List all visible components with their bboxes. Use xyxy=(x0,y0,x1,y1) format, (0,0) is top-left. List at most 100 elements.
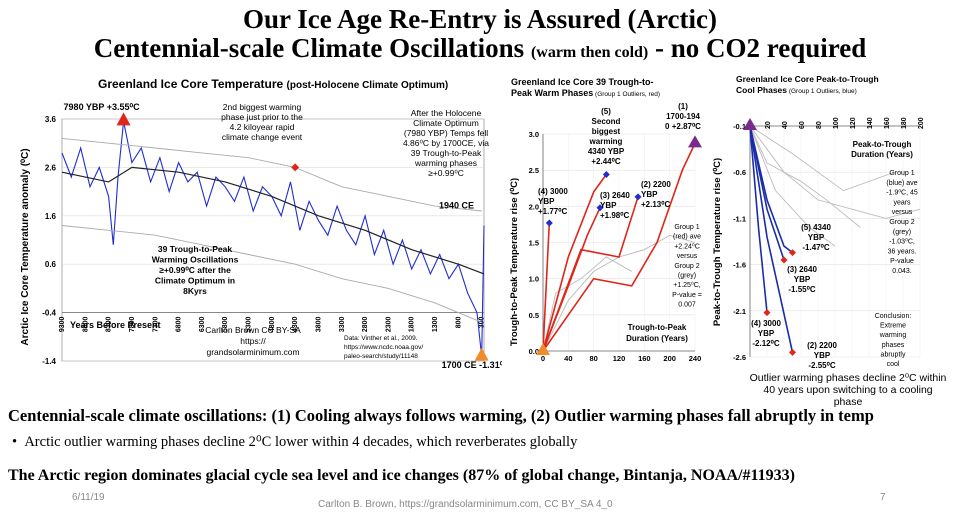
title-line-1: Our Ice Age Re-Entry is Assured (Arctic) xyxy=(243,4,717,34)
chart2-xtick: 40 xyxy=(564,354,572,363)
chart2-marker-peak-triangle xyxy=(688,135,702,148)
chart1-marker-triangle xyxy=(474,347,489,361)
caption-arctic: The Arctic region dominates glacial cycl… xyxy=(8,467,795,484)
chart3-marker-4340 xyxy=(789,249,796,257)
chart1-xtick: 7300 xyxy=(152,316,159,332)
bullet-point: • Arctic outlier warming phases decline … xyxy=(12,434,577,451)
chart2-series-4340-ybp xyxy=(542,174,607,352)
chart1-background xyxy=(10,72,502,377)
chart2-annotation-3: (3) 2640 YBP +1.98⁰C xyxy=(600,191,630,220)
chart1-ytick: 0.6 xyxy=(45,260,57,269)
chart2-series-1700-1940 xyxy=(542,143,696,352)
bullet-text: Arctic outlier warming phases decline 2⁰… xyxy=(24,434,578,450)
chart1-ytick: 3.6 xyxy=(45,115,57,124)
chart3-series-2200-ybp xyxy=(749,125,794,353)
chart3-ytick: -1.1 xyxy=(733,214,746,223)
chart3-duration-label: Peak-to-Trough Duration (Years) xyxy=(851,140,913,159)
chart2-title: Greenland Ice Core 39 Trough-to-Peak War… xyxy=(511,77,660,98)
chart2-series-3000-ybp xyxy=(542,222,551,352)
outlier-note-line-1: Outlier warming phases decline 2⁰C withi… xyxy=(749,372,947,384)
chart3-ylabel: Peak-to-Trough Temperature rise (⁰C) xyxy=(712,158,723,326)
chart2-xlabel: Trough-to-Peak Duration (Years) xyxy=(626,323,688,343)
chart1-xtick: 2300 xyxy=(385,316,392,332)
chart1-trough-label: 1700 CE -1.31⁰C xyxy=(442,360,502,370)
chart2-series-2640-ybp xyxy=(542,207,601,352)
chart3-marker-2200 xyxy=(789,348,796,356)
chart3-series-grey-extra xyxy=(749,125,895,192)
chart1-xtick: 6300 xyxy=(199,316,206,332)
chart3-title: Greenland Ice Core Peak-to-Trough Cool Ph… xyxy=(736,74,879,95)
chart1-series-trend xyxy=(61,166,485,275)
chart1-data-source-note: Data: Vinther et al., 2009. https://www.n… xyxy=(344,335,423,360)
chart1-ytick: 2.6 xyxy=(45,163,57,172)
chart3-ytick: -1.6 xyxy=(733,261,746,270)
chart1-trough-to-peak-note: 39 Trough-to-Peak Warming Oscillations ≥+0… xyxy=(152,244,239,296)
chart3-ytick: -0.6 xyxy=(733,168,746,177)
chart3-series-3000-ybp xyxy=(749,125,768,313)
chart2-marker-4340 xyxy=(602,171,610,179)
chart1-credit-note: Carlton Brown CC BY-SA https://grandsolar… xyxy=(205,325,301,357)
chart2-ytick: 1.0 xyxy=(529,275,539,284)
title-line-2-main: Centennial-scale Climate Oscillations xyxy=(93,33,525,63)
chart2-annotation-4: (4) 3000 YBP +1.77⁰C xyxy=(538,187,568,216)
chart3-xtick: 120 xyxy=(850,117,857,129)
chart2-ytick: 0.0 xyxy=(529,347,539,356)
chart3-xtick: 180 xyxy=(901,117,908,129)
chart3-annotation-2: (2) 2200 YBP -2.55⁰C xyxy=(807,341,837,370)
chart1-xtick: 800 xyxy=(455,317,462,329)
footer-date: 6/11/19 xyxy=(72,492,105,503)
chart2-ylabel: Trough-to-Peak Temperature rise (⁰C) xyxy=(509,178,520,346)
chart3-series-grey-extra xyxy=(749,125,836,247)
chart2-xtick: 120 xyxy=(613,354,626,363)
chart2-xtick: 240 xyxy=(689,354,702,363)
chart2-xtick: 80 xyxy=(589,354,597,363)
bullet-dot: • xyxy=(12,434,25,450)
chart1-xtick: 2800 xyxy=(362,316,369,332)
chart1-xtick: 5300 xyxy=(246,316,253,332)
chart2-xtick: 200 xyxy=(663,354,676,363)
slide-subtitle: Centennial-scale Climate Oscillations (w… xyxy=(0,32,960,69)
outlier-note-line-2: 40 years upon switching to a cooling xyxy=(763,384,933,396)
chart1-xtick: 8800 xyxy=(82,316,89,332)
chart1-marker-diamond xyxy=(291,163,300,172)
chart1-xtick: 3300 xyxy=(339,316,346,332)
chart2-marker-origin-triangle xyxy=(536,343,550,355)
footer-credit: Carlton B. Brown, https://grandsolarmini… xyxy=(318,499,613,510)
chart1-1940-label: 1940 CE xyxy=(439,201,474,211)
chart-warm-phases: Greenland Ice Core 39 Trough-to-Peak War… xyxy=(505,72,710,372)
chart2-xtick: 0 xyxy=(541,354,545,363)
title-line-2-small: (warm then cold) xyxy=(530,44,649,61)
chart3-xtick: 60 xyxy=(799,121,806,129)
chart2-background xyxy=(505,72,710,372)
chart3-ytick: -0.1 xyxy=(733,122,746,131)
chart1-xtick: 4300 xyxy=(292,316,299,332)
chart2-marker-2200 xyxy=(634,193,642,201)
chart1-xtick: 1800 xyxy=(409,316,416,332)
chart1-xtick: 5800 xyxy=(222,316,229,332)
chart1-marker-triangle xyxy=(116,112,131,126)
chart3-annotation-5: (5) 4340 YBP -1.47⁰C xyxy=(801,223,831,252)
chart1-ylabel: Arctic Ice Core Temperature anomaly (⁰C) xyxy=(20,148,31,345)
caption-oscillations: Centennial-scale climate oscillations: (… xyxy=(8,406,874,425)
chart3-ytick: -2.6 xyxy=(733,353,746,362)
outlier-note: Outlier warming phases decline 2⁰C withi… xyxy=(740,372,956,408)
chart1-ytick: -0.4 xyxy=(42,309,56,318)
chart2-ytick: 2.0 xyxy=(529,202,539,211)
chart-greenland-temperature: Greenland Ice Core Temperature (post-Hol… xyxy=(10,72,502,377)
chart3-series-group-2 xyxy=(749,125,921,219)
title-line-2-dash: - xyxy=(648,33,671,63)
chart1-series-lower-envelope xyxy=(61,225,482,323)
chart2-ytick: 3.0 xyxy=(529,130,539,139)
chart1-ytick: 1.6 xyxy=(45,212,57,221)
chart-cool-phases: Greenland Ice Core Peak-to-Trough Cool Ph… xyxy=(710,72,952,372)
chart3-annotation-4: (4) 3000 YBP -2.12⁰C xyxy=(751,319,781,348)
chart3-xtick: 40 xyxy=(782,121,789,129)
chart1-xtick: 1300 xyxy=(432,316,439,332)
chart1-ytick: -1.4 xyxy=(42,357,56,366)
chart3-marker-2640 xyxy=(780,256,788,264)
chart1-xtick: 7800 xyxy=(129,316,136,332)
chart3-conclusion-note: Conclusion: Extreme warming phases abruptly c… xyxy=(875,313,912,368)
chart2-annotation-2: (2) 2200 YBP +2.13⁰C xyxy=(641,180,671,209)
chart2-ytick: 0.5 xyxy=(529,311,539,320)
chart3-marker-3000 xyxy=(763,309,771,317)
